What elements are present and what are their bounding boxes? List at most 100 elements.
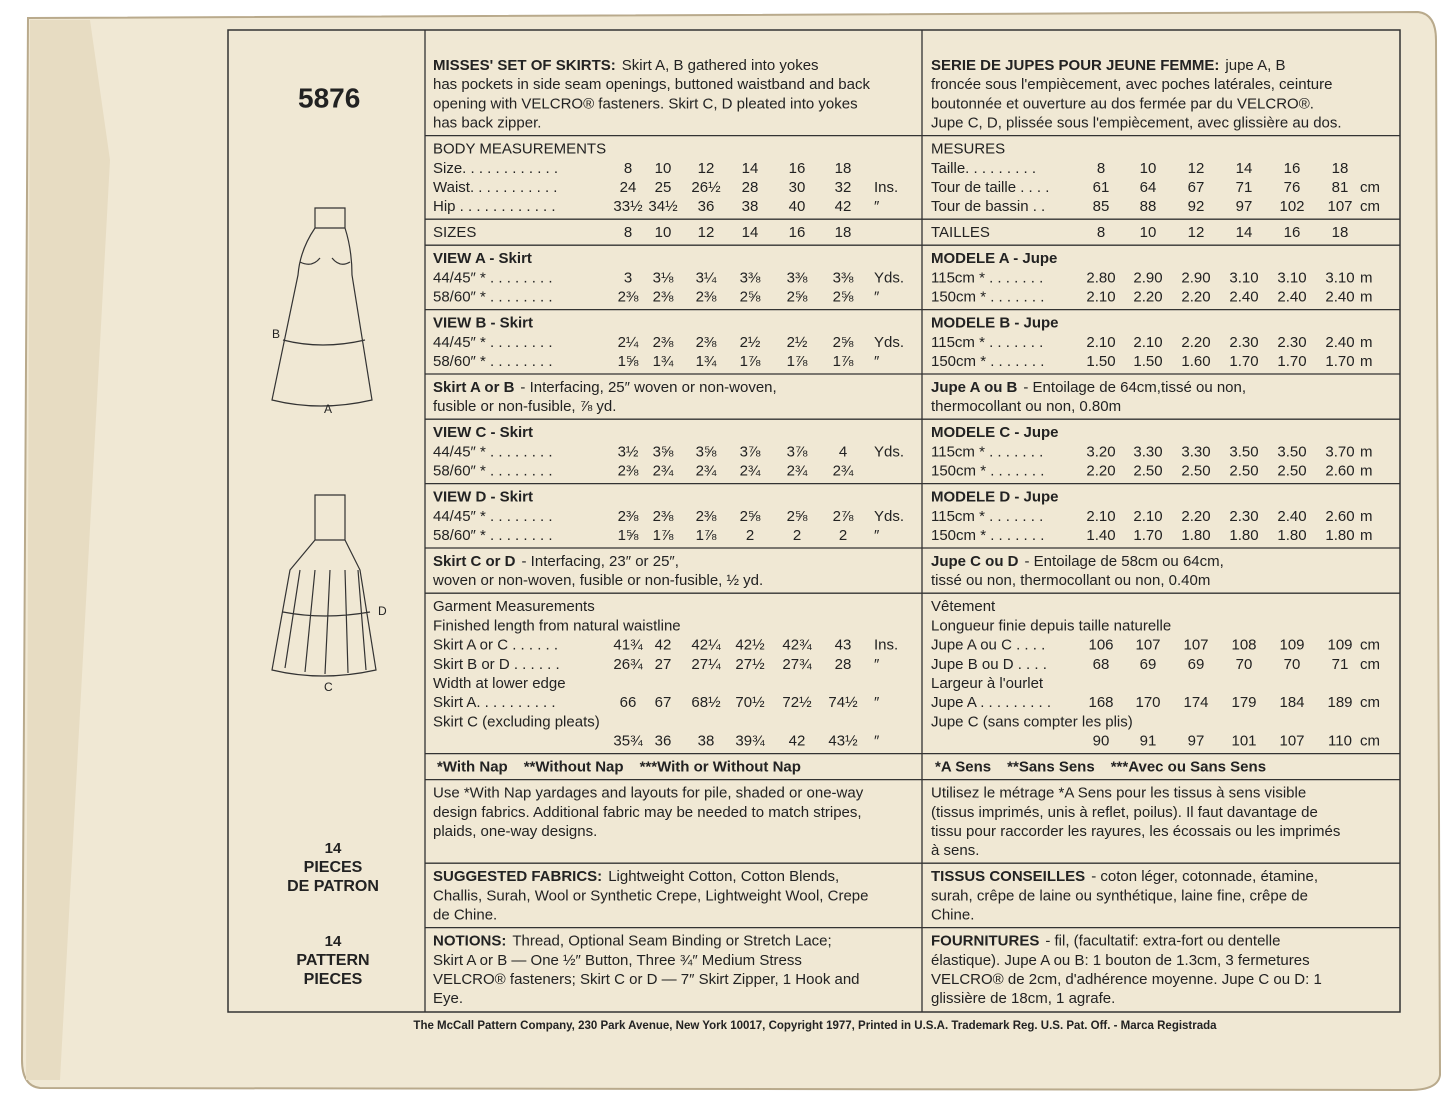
cell: 28 (835, 656, 852, 673)
cell: 2.40 (1325, 334, 1354, 351)
paragraph-line: Challis, Surah, Wool or Synthetic Crepe,… (433, 887, 869, 904)
paragraph-line: MISSES' SET OF SKIRTS: Skirt A, B gathere… (433, 57, 819, 74)
unit: Yds. (874, 334, 904, 351)
cell: 2.30 (1229, 334, 1258, 351)
row-label: Skirt B or D . . . . . . (433, 656, 560, 673)
unit: Yds. (874, 443, 904, 460)
cell: 184 (1279, 694, 1304, 711)
row-label: 115cm * . . . . . . . (931, 443, 1043, 460)
paragraph-line: Skirt A or B - Interfacing, 25″ woven or … (433, 379, 777, 396)
cell: 2.80 (1086, 269, 1115, 286)
cell: 2.20 (1181, 334, 1210, 351)
paragraph-line: fusible or non-fusible, ⅞ yd. (433, 398, 616, 415)
cell: 2⅝ (740, 508, 761, 525)
paragraph-line: VELCRO® de 2cm, d'adhérence moyenne. Jup… (931, 971, 1322, 988)
cell: 74½ (828, 694, 858, 711)
row-label: 44/45″ * . . . . . . . . (433, 508, 553, 525)
cell: 3⅞ (787, 443, 808, 460)
cell: 3⅝ (696, 443, 717, 460)
unit: m (1360, 508, 1373, 525)
cell: 67 (655, 694, 672, 711)
pieces-fr: 14 (325, 840, 342, 857)
cell: 61 (1093, 179, 1110, 196)
pieces-block: 14 PIECES DE PATRON 14 PATTERN PIECES (287, 840, 379, 988)
unit: cm (1360, 637, 1380, 654)
cell: 1.70 (1229, 353, 1258, 370)
paragraph-line: NOTIONS: Thread, Optional Seam Binding or… (433, 933, 832, 950)
sub-heading: Jupe C (sans compter les plis) (931, 713, 1133, 730)
unit: Yds. (874, 508, 904, 525)
cell: 3.10 (1229, 269, 1258, 286)
paragraph-line: woven or non-woven, fusible or non-fusib… (432, 572, 763, 589)
cell: 1⅞ (787, 353, 808, 370)
cell: 97 (1188, 733, 1205, 750)
paragraph-line: surah, crêpe de laine ou synthétique, la… (931, 887, 1308, 904)
cell: 14 (742, 224, 759, 241)
cell: 2⅜ (618, 289, 639, 306)
section-title: VIEW B - Skirt (433, 315, 533, 332)
cell: 3.50 (1277, 443, 1306, 460)
cell: 2.60 (1325, 463, 1354, 480)
unit: m (1360, 353, 1373, 370)
text: Lightweight Cotton, Cotton Blends, (608, 868, 839, 885)
text: Thread, Optional Seam Binding or Stretch… (512, 933, 831, 950)
unit: cm (1360, 656, 1380, 673)
paragraph-line: (tissus imprimés, unis à reflet, poilus)… (931, 804, 1318, 821)
cell: 18 (1332, 224, 1349, 241)
cell: 38 (742, 198, 759, 215)
cell: 68 (1093, 656, 1110, 673)
cell: 2.60 (1325, 508, 1354, 525)
cell: 1⅝ (618, 353, 639, 370)
row-label: 115cm * . . . . . . . (931, 508, 1043, 525)
cell: 27½ (735, 656, 765, 673)
unit: cm (1360, 198, 1380, 215)
skirt-d-drawing (271, 494, 377, 677)
cell: 3½ (618, 443, 639, 460)
paragraph-line: has pockets in side seam openings, butto… (433, 76, 870, 93)
section-title: MODELE B - Jupe (931, 315, 1059, 332)
cell: 18 (835, 224, 852, 241)
cell: 69 (1140, 656, 1157, 673)
row-label: 150cm * . . . . . . . (931, 353, 1044, 370)
cell: 1.80 (1181, 527, 1210, 544)
unit: Yds. (874, 269, 904, 286)
cell: 2¾ (740, 463, 761, 480)
envelope-flap (26, 20, 110, 1080)
cell: 2.30 (1277, 334, 1306, 351)
cell: 1.80 (1325, 527, 1354, 544)
cell: 109 (1327, 637, 1352, 654)
cell: 3.50 (1229, 443, 1258, 460)
text: Skirt A, B gathered into yokes (622, 57, 819, 74)
cell: 81 (1332, 179, 1349, 196)
cell: 2⅜ (696, 289, 717, 306)
pieces-en: 14 (325, 933, 342, 950)
paragraph-line: Skirt A or B — One ½″ Button, Three ¾″ M… (433, 952, 802, 969)
lead: FOURNITURES (931, 933, 1039, 950)
cell: 2⅝ (833, 289, 854, 306)
paragraph-line: froncée sous l'empiècement, avec poches … (931, 76, 1332, 93)
section-title: Garment Measurements (433, 598, 595, 615)
cell: 32 (835, 179, 852, 196)
cell: 3.30 (1133, 443, 1162, 460)
cell: 1.60 (1181, 353, 1210, 370)
cell: 3¼ (696, 269, 717, 286)
row-label: TAILLES (931, 224, 990, 241)
paragraph-line: design fabrics. Additional fabric may be… (433, 804, 862, 821)
row-label: 44/45″ * . . . . . . . . (433, 334, 553, 351)
cell: 2.20 (1181, 289, 1210, 306)
sub-heading: Longueur finie depuis taille naturelle (931, 617, 1171, 634)
nap-legend: *A Sens **Sans Sens ***Avec ou Sans Sens (935, 759, 1266, 776)
cell: 1.40 (1086, 527, 1115, 544)
lead: Skirt C or D (433, 553, 516, 570)
paragraph-line: à sens. (931, 842, 979, 859)
pieces-fr: DE PATRON (287, 878, 379, 895)
unit: m (1360, 334, 1373, 351)
cell: 85 (1093, 198, 1110, 215)
row-label: 58/60″ * . . . . . . . . (433, 353, 553, 370)
cell: 42 (789, 733, 806, 750)
cell: 2½ (787, 334, 808, 351)
pattern-number: 5876 (298, 82, 360, 113)
paragraph-line: thermocollant ou non, 0.80m (931, 398, 1121, 415)
